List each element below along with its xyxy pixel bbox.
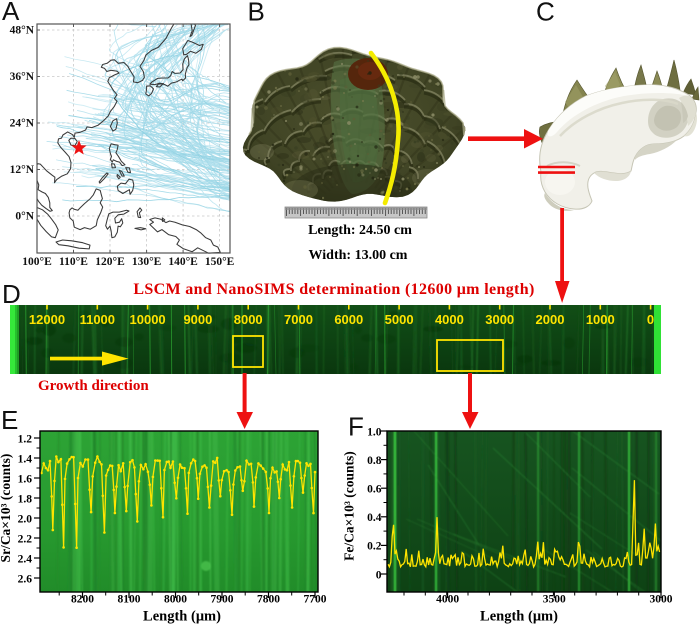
- svg-text:7700: 7700: [304, 594, 327, 606]
- svg-text:Length: 24.50 cm: Length: 24.50 cm: [308, 223, 412, 238]
- svg-text:7900: 7900: [211, 594, 234, 606]
- svg-text:E: E: [1, 405, 18, 435]
- svg-text:Sr/Ca×10³ (counts): Sr/Ca×10³ (counts): [0, 454, 13, 563]
- svg-text:A: A: [2, 0, 20, 26]
- svg-text:1.4: 1.4: [18, 453, 33, 465]
- svg-text:130°E: 130°E: [132, 256, 162, 268]
- svg-text:LSCM and NanoSIMS determinatio: LSCM and NanoSIMS determination (12600 μ…: [133, 281, 534, 298]
- svg-text:9000: 9000: [183, 312, 212, 327]
- svg-text:3000: 3000: [650, 594, 673, 606]
- svg-text:0.2: 0.2: [367, 541, 382, 553]
- svg-text:F: F: [348, 412, 364, 442]
- svg-text:Length (μm): Length (μm): [143, 609, 221, 625]
- svg-text:150°E: 150°E: [205, 256, 235, 268]
- svg-text:7000: 7000: [284, 312, 313, 327]
- svg-text:2.0: 2.0: [18, 513, 33, 525]
- svg-text:C: C: [536, 0, 555, 27]
- svg-text:D: D: [2, 279, 21, 309]
- svg-text:8100: 8100: [118, 594, 141, 606]
- svg-text:12°N: 12°N: [10, 164, 35, 176]
- svg-text:4000: 4000: [436, 594, 459, 606]
- svg-text:0.6: 0.6: [367, 484, 382, 496]
- svg-text:8200: 8200: [71, 594, 94, 606]
- svg-text:Length (μm): Length (μm): [480, 609, 558, 625]
- svg-text:0: 0: [647, 312, 654, 327]
- svg-text:1000: 1000: [586, 312, 615, 327]
- svg-text:Width: 13.00 cm: Width: 13.00 cm: [309, 248, 408, 263]
- svg-text:12000: 12000: [29, 312, 65, 327]
- svg-text:140°E: 140°E: [168, 256, 198, 268]
- svg-text:2.2: 2.2: [18, 533, 33, 545]
- svg-text:8000: 8000: [164, 594, 187, 606]
- svg-text:5000: 5000: [385, 312, 414, 327]
- svg-text:7800: 7800: [257, 594, 280, 606]
- svg-text:2.6: 2.6: [18, 573, 33, 585]
- svg-text:4000: 4000: [435, 312, 464, 327]
- svg-text:120°E: 120°E: [95, 256, 125, 268]
- svg-text:24°N: 24°N: [10, 118, 35, 130]
- svg-text:100°E: 100°E: [22, 256, 52, 268]
- svg-text:1.8: 1.8: [18, 493, 33, 505]
- svg-text:3500: 3500: [543, 594, 566, 606]
- svg-text:0.8: 0.8: [367, 455, 382, 467]
- svg-text:B: B: [248, 0, 265, 27]
- svg-text:11000: 11000: [80, 312, 115, 327]
- svg-text:1.0: 1.0: [367, 426, 382, 438]
- svg-text:Growth direction: Growth direction: [38, 378, 149, 394]
- svg-text:0°N: 0°N: [15, 211, 34, 223]
- svg-text:48°N: 48°N: [10, 25, 35, 37]
- svg-text:36°N: 36°N: [10, 71, 35, 83]
- svg-text:0.4: 0.4: [367, 512, 382, 524]
- svg-text:Fe/Ca×10³ (counts): Fe/Ca×10³ (counts): [342, 451, 357, 561]
- svg-text:6000: 6000: [334, 312, 363, 327]
- svg-text:1.2: 1.2: [18, 433, 33, 445]
- svg-text:110°E: 110°E: [59, 256, 88, 268]
- svg-text:2.4: 2.4: [18, 553, 33, 565]
- svg-text:1.6: 1.6: [18, 473, 33, 485]
- svg-text:2000: 2000: [536, 312, 565, 327]
- svg-text:0: 0: [376, 569, 382, 581]
- svg-text:8000: 8000: [234, 312, 263, 327]
- svg-text:3000: 3000: [485, 312, 514, 327]
- svg-text:10000: 10000: [130, 312, 166, 327]
